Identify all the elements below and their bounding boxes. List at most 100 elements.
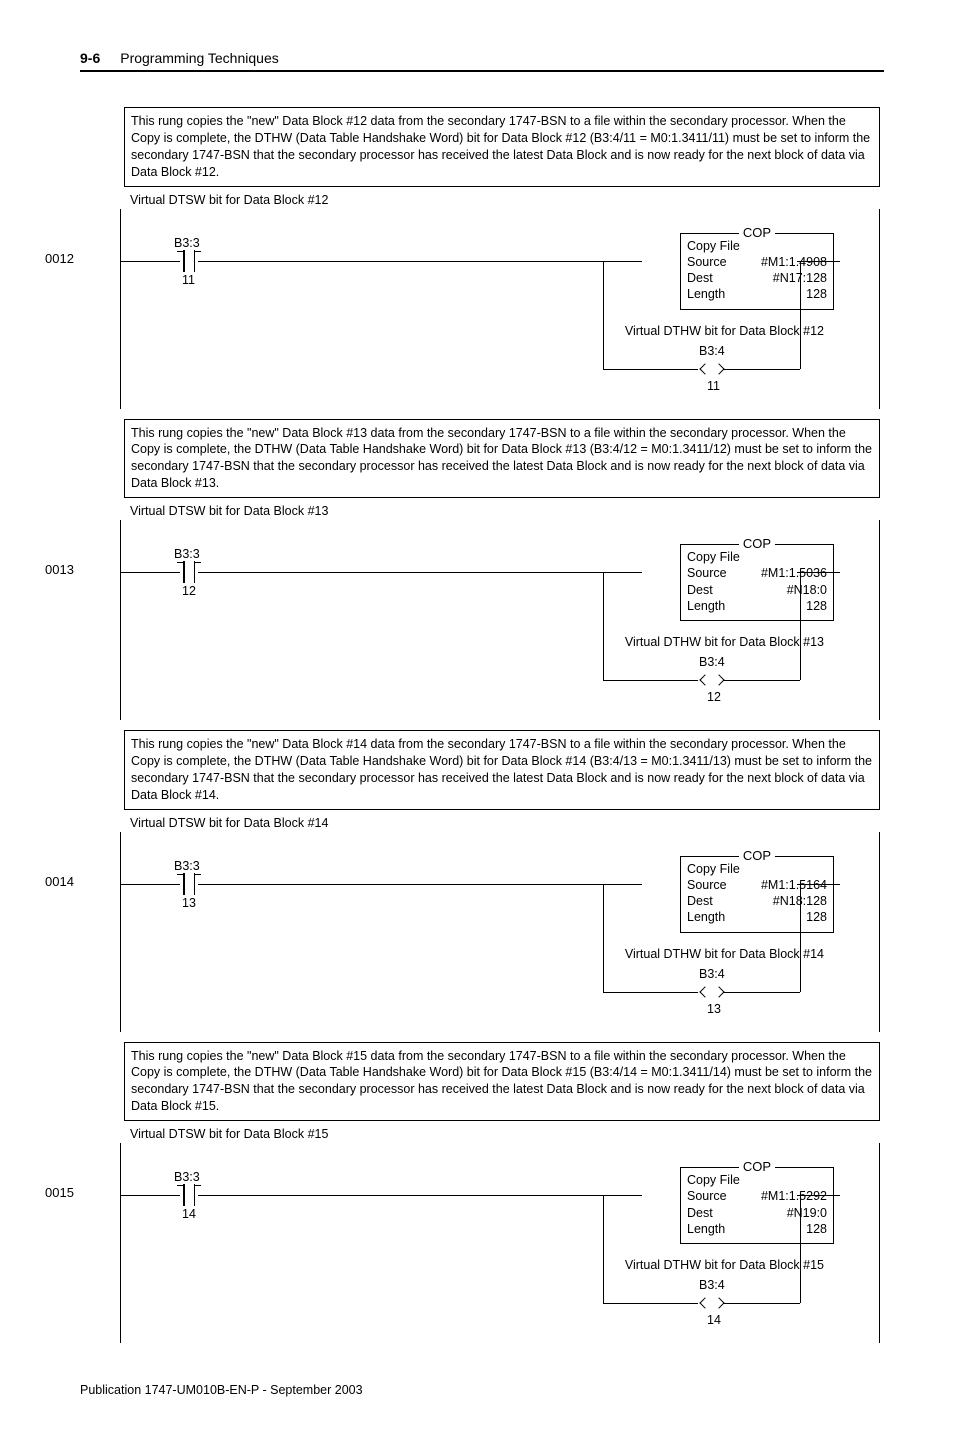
cop-line1: Copy File <box>687 861 740 877</box>
ladder-rung: 0015B3:314COPCopy FileSource#M1:1.5292De… <box>80 1143 884 1343</box>
branch-wire <box>800 884 801 992</box>
cop-mnemonic: COP <box>739 848 775 863</box>
cop-length-label: Length <box>687 286 725 302</box>
cop-line1: Copy File <box>687 549 740 565</box>
rung-number: 0014 <box>45 874 74 889</box>
ote-coil <box>705 362 719 376</box>
wire <box>603 1195 642 1196</box>
cop-source-label: Source <box>687 1188 727 1204</box>
wire <box>203 1195 603 1196</box>
coil-address: B3:4 <box>699 1278 725 1292</box>
wire <box>723 680 800 681</box>
dtsw-label: Virtual DTSW bit for Data Block #12 <box>130 193 894 207</box>
wire <box>723 1303 800 1304</box>
cop-dest-value: #N18:0 <box>787 582 827 598</box>
ote-coil <box>705 985 719 999</box>
cop-length-value: 128 <box>806 598 827 614</box>
branch-wire <box>603 1195 604 1303</box>
wire <box>603 369 698 370</box>
cop-source-value: #M1:1.5164 <box>761 877 827 893</box>
ladder-rung: 0013B3:312COPCopy FileSource#M1:1.5036De… <box>80 520 884 720</box>
contact-address: B3:3 <box>174 236 200 250</box>
cop-source-value: #M1:1.4908 <box>761 254 827 270</box>
rung-block: This rung copies the "new" Data Block #1… <box>120 107 884 409</box>
wire <box>603 572 642 573</box>
wire <box>203 884 603 885</box>
rung-number: 0012 <box>45 251 74 266</box>
contact-bit: 11 <box>182 273 195 287</box>
ladder-diagram: This rung copies the "new" Data Block #1… <box>120 107 884 1343</box>
left-power-rail <box>120 520 121 720</box>
rung-comment: This rung copies the "new" Data Block #1… <box>124 107 880 187</box>
ladder-rung: 0014B3:313COPCopy FileSource#M1:1.5164De… <box>80 832 884 1032</box>
wire <box>603 992 698 993</box>
coil-address: B3:4 <box>699 655 725 669</box>
cop-source-label: Source <box>687 877 727 893</box>
cop-length-label: Length <box>687 909 725 925</box>
branch-wire <box>800 1195 801 1303</box>
wire <box>797 261 840 262</box>
right-power-rail <box>879 832 880 1032</box>
left-power-rail <box>120 1143 121 1343</box>
dthw-label: Virtual DTHW bit for Data Block #13 <box>625 635 824 649</box>
rung-block: This rung copies the "new" Data Block #1… <box>120 730 884 1032</box>
wire <box>203 572 603 573</box>
coil-address: B3:4 <box>699 344 725 358</box>
branch-wire <box>800 261 801 369</box>
page-title: Programming Techniques <box>120 50 279 66</box>
wire <box>120 261 175 262</box>
cop-instruction: COPCopy FileSource#M1:1.5292Dest#N19:0Le… <box>680 1167 834 1244</box>
cop-source-label: Source <box>687 254 727 270</box>
dtsw-label: Virtual DTSW bit for Data Block #14 <box>130 816 894 830</box>
rung-comment: This rung copies the "new" Data Block #1… <box>124 730 880 810</box>
cop-dest-value: #N19:0 <box>787 1205 827 1221</box>
cop-instruction: COPCopy FileSource#M1:1.5164Dest#N18:128… <box>680 856 834 933</box>
wire <box>120 1195 175 1196</box>
coil-bit: 12 <box>707 690 721 704</box>
coil-bit: 13 <box>707 1002 721 1016</box>
coil-bit: 11 <box>707 379 720 393</box>
page-number: 9-6 <box>80 50 100 66</box>
contact-address: B3:3 <box>174 547 200 561</box>
rung-block: This rung copies the "new" Data Block #1… <box>120 419 884 721</box>
cop-mnemonic: COP <box>739 225 775 240</box>
cop-length-label: Length <box>687 598 725 614</box>
cop-line1: Copy File <box>687 1172 740 1188</box>
right-power-rail <box>879 1143 880 1343</box>
rung-comment: This rung copies the "new" Data Block #1… <box>124 1042 880 1122</box>
dthw-label: Virtual DTHW bit for Data Block #12 <box>625 324 824 338</box>
xic-contact <box>180 252 198 270</box>
contact-address: B3:3 <box>174 859 200 873</box>
wire <box>603 261 642 262</box>
cop-dest-label: Dest <box>687 270 713 286</box>
contact-bit: 13 <box>182 896 196 910</box>
wire <box>603 680 698 681</box>
dtsw-label: Virtual DTSW bit for Data Block #13 <box>130 504 894 518</box>
wire <box>797 572 840 573</box>
wire <box>603 1303 698 1304</box>
contact-address: B3:3 <box>174 1170 200 1184</box>
cop-source-value: #M1:1.5036 <box>761 565 827 581</box>
wire <box>797 1195 840 1196</box>
left-power-rail <box>120 209 121 409</box>
cop-length-value: 128 <box>806 286 827 302</box>
cop-mnemonic: COP <box>739 1159 775 1174</box>
rung-number: 0013 <box>45 562 74 577</box>
contact-bit: 12 <box>182 584 196 598</box>
coil-address: B3:4 <box>699 967 725 981</box>
cop-length-value: 128 <box>806 909 827 925</box>
wire <box>203 261 603 262</box>
ote-coil <box>705 1296 719 1310</box>
cop-dest-label: Dest <box>687 893 713 909</box>
branch-wire <box>603 572 604 680</box>
xic-contact <box>180 563 198 581</box>
wire <box>120 572 175 573</box>
coil-bit: 14 <box>707 1313 721 1327</box>
rung-comment: This rung copies the "new" Data Block #1… <box>124 419 880 499</box>
xic-contact <box>180 1186 198 1204</box>
wire <box>603 884 642 885</box>
branch-wire <box>800 572 801 680</box>
wire <box>797 884 840 885</box>
cop-line1: Copy File <box>687 238 740 254</box>
dthw-label: Virtual DTHW bit for Data Block #15 <box>625 1258 824 1272</box>
